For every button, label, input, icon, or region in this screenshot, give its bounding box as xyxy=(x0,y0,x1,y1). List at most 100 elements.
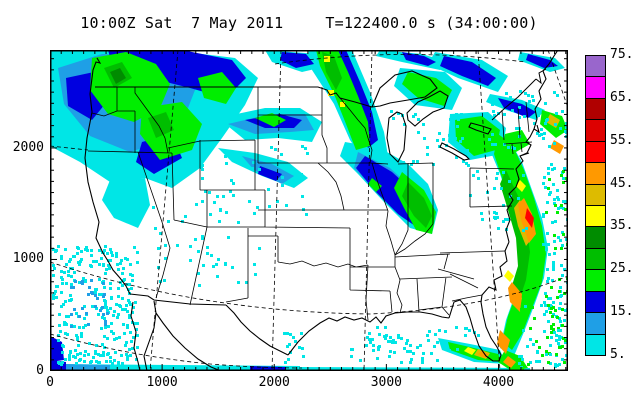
precip-speckle xyxy=(434,333,437,336)
precip-speckle xyxy=(60,270,63,273)
precip-speckle xyxy=(130,287,133,290)
precip-speckle xyxy=(438,329,441,332)
precip-speckle xyxy=(544,304,547,307)
precip-speckle xyxy=(164,244,167,247)
precip-speckle xyxy=(549,297,552,300)
precip-speckle xyxy=(544,186,547,189)
precip-speckle xyxy=(116,263,119,266)
precip-speckle xyxy=(556,94,559,97)
precip-speckle xyxy=(393,351,396,354)
precip-speckle xyxy=(400,337,403,340)
precip-speckle xyxy=(87,293,90,296)
precip-speckle xyxy=(132,336,135,339)
precip-speckle xyxy=(101,343,104,346)
precip-speckle xyxy=(82,277,85,280)
precip-speckle xyxy=(561,244,564,247)
precip-speckle xyxy=(122,267,125,270)
precip-speckle xyxy=(542,182,545,185)
precip-speckle xyxy=(123,332,126,335)
precip-speckle xyxy=(60,276,63,279)
colorbar-label: 25. xyxy=(610,261,634,277)
precip-speckle xyxy=(124,344,127,347)
precip-speckle xyxy=(538,134,541,137)
precip-speckle xyxy=(509,96,512,99)
precip-speckle xyxy=(553,234,556,237)
precip-speckle xyxy=(200,166,203,169)
precip-speckle xyxy=(237,281,240,284)
precip-speckle xyxy=(300,332,303,335)
precip-speckle xyxy=(553,198,556,201)
precip-speckle xyxy=(306,152,309,155)
precip-region xyxy=(525,208,534,228)
precip-speckle xyxy=(54,290,57,293)
precip-speckle xyxy=(467,164,470,167)
precip-speckle xyxy=(383,335,386,338)
precip-speckle xyxy=(109,360,112,363)
precip-speckle xyxy=(390,110,393,113)
precip-speckle xyxy=(564,208,567,211)
precip-region xyxy=(368,178,382,192)
precip-speckle xyxy=(561,345,564,348)
precip-speckle xyxy=(204,190,207,193)
precip-speckle xyxy=(556,296,559,299)
precip-speckle xyxy=(494,143,497,146)
precip-speckle xyxy=(63,321,66,324)
precip-speckle xyxy=(74,349,77,352)
precip-speckle xyxy=(526,345,529,348)
precip-speckle xyxy=(57,339,60,342)
precip-region xyxy=(440,56,496,86)
precip-speckle xyxy=(550,307,553,310)
precip-speckle xyxy=(109,356,112,359)
precip-speckle xyxy=(131,274,134,277)
precip-speckle xyxy=(558,317,561,320)
precip-speckle xyxy=(131,311,134,314)
precip-speckle xyxy=(70,298,73,301)
x-tick-label: 0 xyxy=(46,375,54,390)
precip-speckle xyxy=(545,248,548,251)
precip-speckle xyxy=(301,347,304,350)
precip-region xyxy=(516,180,526,192)
precip-speckle xyxy=(74,356,77,359)
precip-speckle xyxy=(500,187,503,190)
precip-speckle xyxy=(77,344,80,347)
precip-speckle xyxy=(544,122,547,125)
precip-speckle xyxy=(100,327,103,330)
precip-speckle xyxy=(545,353,548,356)
precip-speckle xyxy=(102,295,105,298)
precip-speckle xyxy=(558,335,561,338)
precip-speckle xyxy=(69,351,72,354)
precip-speckle xyxy=(562,337,565,340)
precip-speckle xyxy=(201,168,204,171)
precip-speckle xyxy=(543,301,546,304)
precip-speckle xyxy=(436,359,439,362)
precip-speckle xyxy=(563,268,566,271)
canada-border-path xyxy=(95,69,546,120)
precip-speckle xyxy=(73,308,76,311)
precip-speckle xyxy=(222,195,225,198)
precip-speckle xyxy=(488,138,491,141)
colorbar-segment xyxy=(585,269,606,292)
precip-speckle xyxy=(406,339,409,342)
precip-speckle xyxy=(552,328,555,331)
precip-speckle xyxy=(548,307,551,310)
precip-speckle xyxy=(85,246,88,249)
precip-speckle xyxy=(495,97,498,100)
precip-speckle xyxy=(111,362,114,365)
precip-speckle xyxy=(481,218,484,221)
precip-speckle xyxy=(400,361,403,364)
precip-speckle xyxy=(559,127,562,130)
precip-speckle xyxy=(519,90,522,93)
precip-speckle xyxy=(96,297,99,300)
precip-speckle xyxy=(538,360,541,363)
precip-speckle xyxy=(409,344,412,347)
precip-speckle xyxy=(452,121,455,124)
precip-speckle xyxy=(103,317,106,320)
precip-speckle xyxy=(97,361,100,364)
precip-region xyxy=(508,282,522,312)
precip-speckle xyxy=(90,249,93,252)
precip-speckle xyxy=(543,313,546,316)
precip-region xyxy=(497,330,510,354)
precip-speckle xyxy=(503,143,506,146)
precip-speckle xyxy=(426,334,429,337)
precip-speckle xyxy=(385,334,388,337)
